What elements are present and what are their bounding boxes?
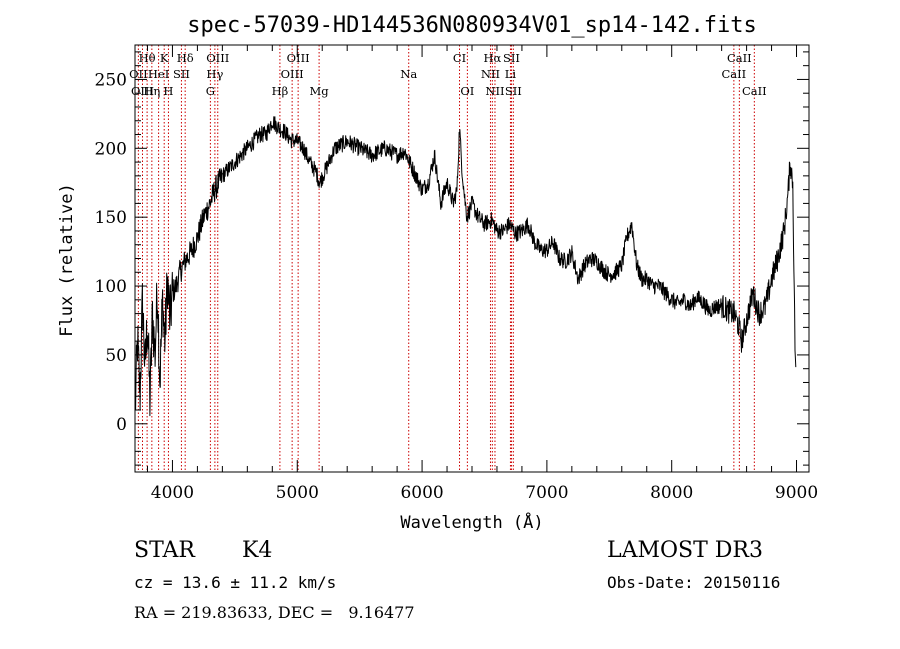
spectrum-line [134,116,797,417]
chart-title: spec-57039-HD144536N080934V01_sp14-142.f… [187,13,757,38]
y-tick-label-2: 100 [95,277,127,297]
spectral-line-label-11: G [206,84,215,98]
x-tick-label-1: 5000 [276,483,319,503]
x-tick-label-0: 4000 [151,483,194,503]
spectrum-series [134,116,797,417]
y-tick-label-0: 0 [116,415,127,435]
tick-labels: 4000 5000 6000 7000 8000 9000 0 50 100 150 200 250 [95,70,819,503]
spectral-line-label-17: CI [453,51,466,65]
spectral-line-label-10: Hγ [206,67,223,81]
x-tick-label-3: 7000 [525,483,568,503]
spectral-line-label-0: Hθ [139,51,156,65]
spectral-line-label-12: OIII [287,51,310,65]
y-tick-label-5: 250 [95,70,127,90]
spectral-line-label-20: NII [481,67,500,81]
y-tick-label-3: 150 [95,208,127,228]
spectral-subclass: K4 [242,538,273,563]
y-tick-label-4: 200 [95,139,127,159]
spectral-line-label-19: Hα [483,51,501,65]
spectral-line-label-2: OIII [131,84,154,98]
spectral-lines-layer [137,45,755,472]
spectral-line-label-9: OIII [206,51,229,65]
spectral-line-label-15: Mg [310,84,330,98]
redshift-cz: cz = 13.6 ± 11.2 km/s [134,573,337,592]
axis-ticks [135,45,809,472]
survey-name: LAMOST DR3 [607,538,763,563]
spectral-line-label-4: HeI [148,67,169,81]
y-tick-label-1: 50 [105,346,127,366]
spectral-line-label-8: H [163,84,173,98]
y-axis-label: Flux (relative) [57,183,77,337]
spectral-line-label-3: K [160,51,169,65]
observation-date: Obs-Date: 20150116 [607,573,781,592]
spectral-line-label-22: SII [503,51,520,65]
x-tick-label-4: 8000 [650,483,693,503]
x-tick-label-2: 6000 [400,483,443,503]
spectral-line-label-18: OI [460,84,474,98]
spectral-line-label-26: CaII [721,67,746,81]
spectral-line-label-23: Li [505,67,517,81]
spectral-line-label-14: Hβ [272,84,289,98]
spectral-line-label-7: SII [173,67,190,81]
x-tick-label-5: 9000 [775,483,818,503]
spectral-line-label-24: SII [505,84,522,98]
spectral-line-label-27: CaII [742,84,767,98]
x-axis-label: Wavelength (Å) [400,511,543,533]
ra-dec-coordinates: RA = 219.83633, DEC = 9.16477 [134,603,415,622]
spectral-line-label-13: OIII [281,67,304,81]
object-class: STAR [134,538,195,563]
spectral-line-label-16: Na [400,67,417,81]
spectral-line-label-25: CaII [727,51,752,65]
spectral-line-label-1: OII [129,67,148,81]
spectral-line-label-21: NII [485,84,504,98]
plot-frame [134,44,810,473]
spectral-line-label-6: Hδ [177,51,194,65]
spectral-line-label-5: Hη [143,84,160,98]
